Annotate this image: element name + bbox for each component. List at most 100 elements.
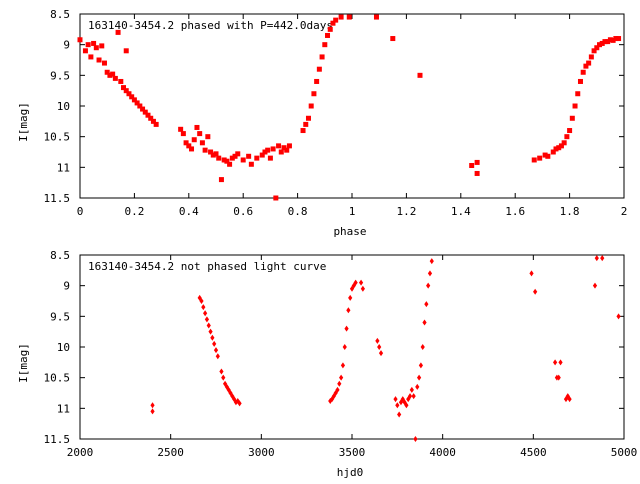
phased-data-point [107, 72, 113, 78]
phased-data-point [591, 48, 597, 54]
phased-data-point [213, 151, 219, 157]
phased-data-point [556, 145, 562, 151]
phased-y-tick-label: 11.5 [44, 192, 71, 205]
phased-data-point [610, 37, 616, 43]
phased-data-point [542, 152, 548, 158]
unphased-data-point [416, 374, 422, 381]
unphased-data-point [377, 344, 382, 350]
phased-data-point [567, 128, 573, 134]
phased-data-point [112, 75, 118, 81]
phased-data-point [278, 149, 284, 155]
phased-data-point [229, 155, 235, 161]
phased-data-point [191, 137, 197, 143]
unphased-data-point [328, 397, 333, 404]
phased-data-point [150, 118, 156, 124]
phased-x-tick-label: 1.8 [560, 205, 580, 218]
phased-data-point [333, 17, 339, 23]
phased-data-point [123, 48, 129, 54]
phased-x-tick-label: 0.4 [179, 205, 199, 218]
phased-data-point [561, 140, 567, 146]
phased-data-point [208, 149, 214, 155]
unphased-data-point [404, 402, 409, 409]
phased-plot: 163140-3454.2 phased with P=442.0days ph… [17, 8, 627, 238]
phased-data-point [227, 161, 233, 167]
phased-y-tick-label: 10 [57, 100, 70, 113]
phased-data-point [194, 124, 200, 130]
phased-x-tick-label: 1 [349, 205, 356, 218]
unphased-data-point [556, 374, 561, 381]
phased-data-point [99, 43, 105, 49]
unphased-data-point [204, 316, 210, 323]
unphased-data-point [150, 402, 155, 409]
phased-x-tick-label: 0 [77, 205, 84, 218]
unphased-data-point [616, 313, 621, 320]
phased-data-point [602, 39, 608, 45]
unphased-data-point [337, 380, 342, 387]
phased-data-point [140, 106, 146, 112]
phased-data-point [142, 109, 148, 115]
phased-data-point [221, 157, 227, 163]
unphased-data-point [398, 399, 404, 406]
unphased-plot-title: 163140-3454.2 not phased light curve [88, 260, 326, 273]
unphased-data-point [393, 396, 398, 403]
phased-data-point [550, 149, 556, 155]
phased-data-point [104, 69, 110, 75]
phased-data-point [469, 162, 475, 168]
unphased-y-tick-label: 10.5 [44, 372, 71, 385]
unphased-x-tick-label: 4500 [520, 446, 547, 459]
phased-data-point [553, 146, 559, 152]
phased-data-point [319, 54, 325, 60]
phased-data-point [183, 140, 189, 146]
phased-data-point [616, 36, 622, 42]
phased-data-point [583, 63, 589, 69]
phased-data-point [531, 157, 537, 163]
phased-data-point [308, 103, 314, 109]
unphased-data-point [212, 340, 217, 347]
phased-data-point [265, 147, 271, 153]
phased-data-point [305, 115, 311, 121]
unphased-x-axis-label: hjd0 [337, 466, 364, 479]
unphased-data-point [424, 301, 429, 308]
phased-x-tick-label: 1.2 [396, 205, 416, 218]
unphased-data-point [426, 282, 431, 289]
phased-data-point [110, 71, 116, 77]
phased-data-point [210, 152, 216, 158]
phased-data-point [180, 131, 186, 137]
phased-data-point [88, 54, 94, 60]
phased-y-tick-label: 8.5 [50, 8, 70, 21]
phased-data-point [145, 112, 151, 118]
unphased-x-tick-label: 3500 [339, 446, 366, 459]
unphased-data-point [346, 307, 351, 314]
unphased-x-tick-label: 3000 [248, 446, 275, 459]
phased-data-point [262, 149, 268, 155]
phased-data-point [580, 69, 586, 75]
phased-data-point [232, 153, 238, 159]
phased-data-point [254, 155, 260, 161]
phased-data-point [235, 151, 241, 157]
phased-data-point [121, 85, 127, 91]
unphased-data-point [552, 359, 558, 366]
unphased-plot: 163140-3454.2 not phased light curve hjd… [17, 249, 637, 479]
phased-data-point [558, 143, 564, 149]
phased-data-point [259, 152, 265, 158]
phased-data-point [599, 40, 605, 46]
phased-data-point [586, 60, 592, 66]
unphased-x-tick-label: 5000 [611, 446, 638, 459]
phased-data-point [153, 121, 159, 127]
phased-data-point [178, 126, 184, 132]
phased-data-point [267, 155, 273, 161]
unphased-data-point [600, 255, 605, 262]
phased-data-point [330, 20, 336, 26]
phased-data-point [118, 78, 124, 84]
unphased-data-point [348, 294, 353, 301]
phased-x-tick-label: 0.2 [124, 205, 144, 218]
phased-data-point [605, 39, 611, 45]
unphased-data-point [358, 279, 364, 286]
unphased-data-point [237, 400, 242, 407]
phased-data-point [82, 48, 88, 54]
phased-data-point [284, 147, 290, 153]
phased-data-point [575, 91, 581, 97]
unphased-data-point [415, 383, 420, 390]
phased-data-point [537, 155, 543, 161]
